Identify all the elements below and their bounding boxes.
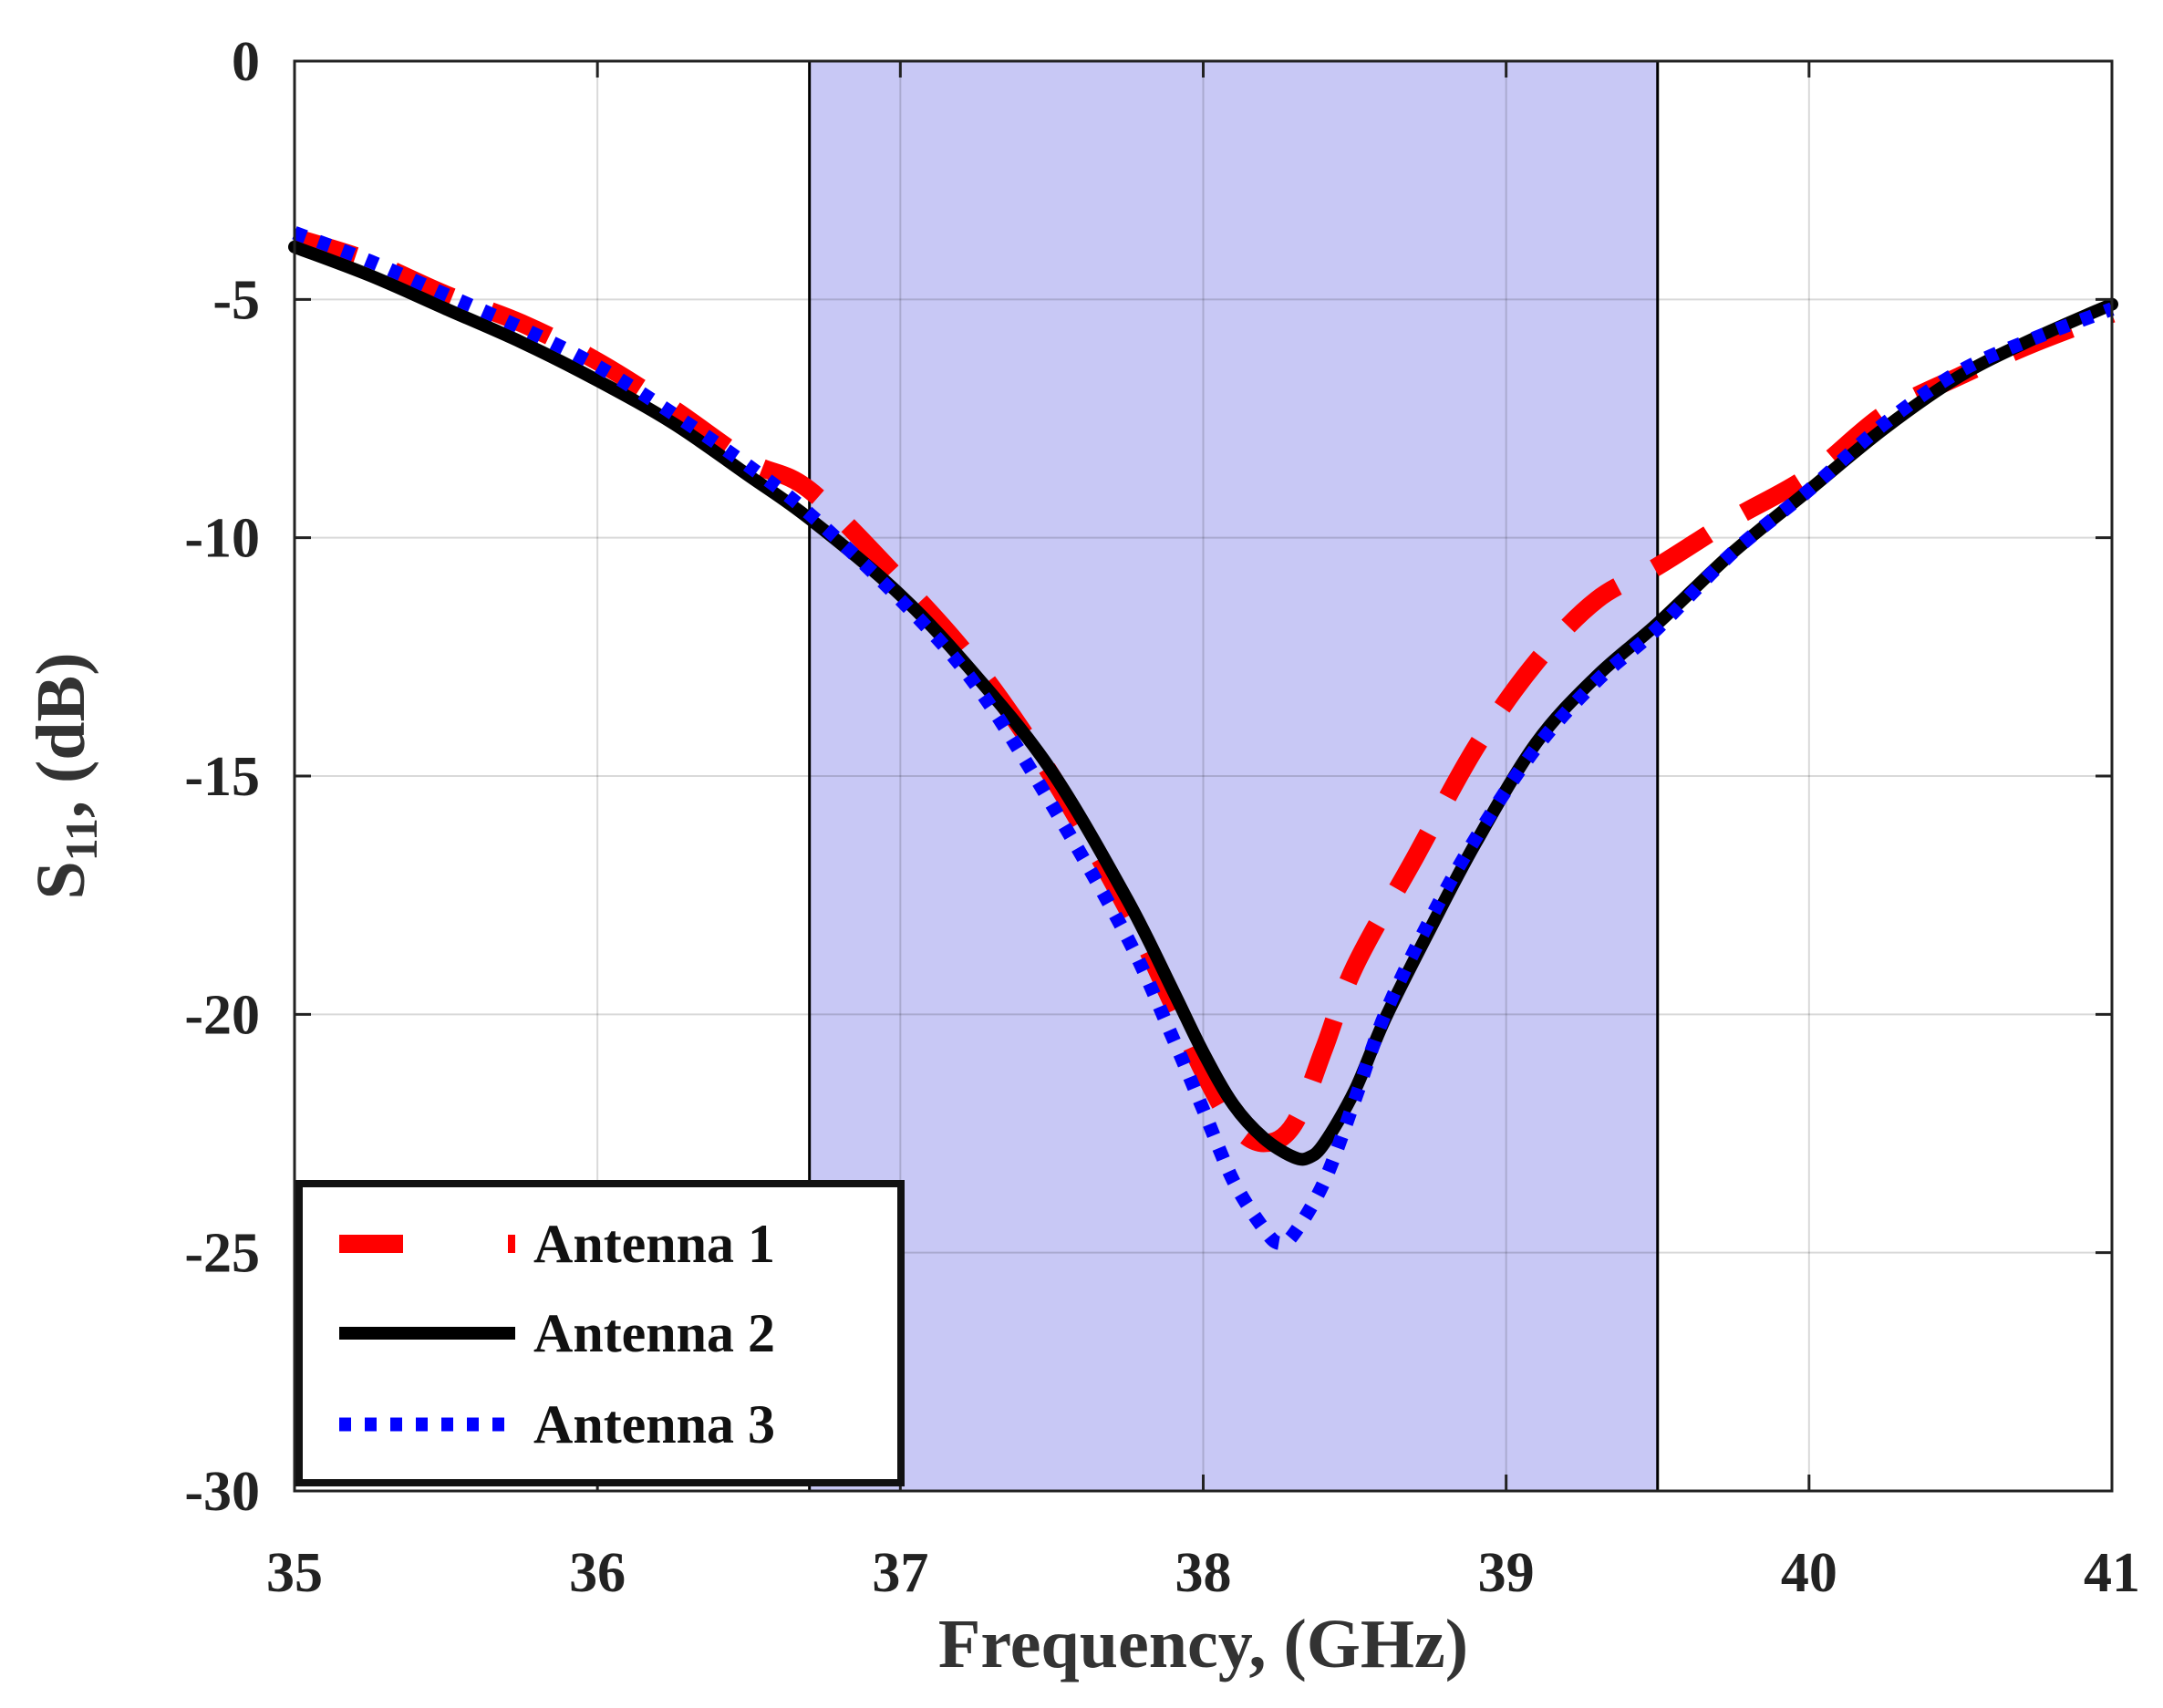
- x-tick-label: 38: [1175, 1542, 1232, 1604]
- series-line-antenna-2: [288, 240, 2118, 1166]
- series-layer: [288, 226, 2118, 1251]
- y-tick-label: -10: [184, 508, 260, 570]
- y-tick-label: -30: [184, 1461, 260, 1523]
- x-tick-label: 41: [2084, 1542, 2140, 1604]
- legend: Antenna 1 Antenna 2 Antenna 3: [295, 1180, 905, 1486]
- y-axis-title-subscript: 11: [56, 818, 107, 861]
- y-tick-label: -25: [184, 1223, 260, 1285]
- x-tick-label: 36: [569, 1542, 626, 1604]
- legend-label-antenna-3: Antenna 3: [533, 1394, 775, 1454]
- y-tick-label: -20: [184, 984, 260, 1046]
- x-tick-label: 39: [1478, 1542, 1535, 1604]
- y-axis-title: S11, (dB): [23, 652, 107, 899]
- grid-layer: [295, 61, 2112, 1491]
- x-axis-title: Frequency, (GHz): [938, 1606, 1468, 1682]
- y-tick-label: 0: [232, 31, 260, 93]
- legend-label-antenna-2: Antenna 2: [533, 1303, 775, 1363]
- y-axis-title-main: S: [23, 861, 99, 899]
- x-tick-label: 35: [266, 1542, 323, 1604]
- x-tick-label: 40: [1781, 1542, 1837, 1604]
- tick-layer: 35 36 37 38 39 40 41 0 -5 -10 -15 -20 -25 -30: [184, 31, 2140, 1604]
- legend-label-antenna-1: Antenna 1: [533, 1214, 775, 1274]
- y-tick-label: -5: [212, 269, 260, 331]
- y-tick-label: -15: [184, 746, 260, 808]
- y-axis-title-rest: , (dB): [23, 652, 99, 818]
- x-tick-label: 37: [872, 1542, 928, 1604]
